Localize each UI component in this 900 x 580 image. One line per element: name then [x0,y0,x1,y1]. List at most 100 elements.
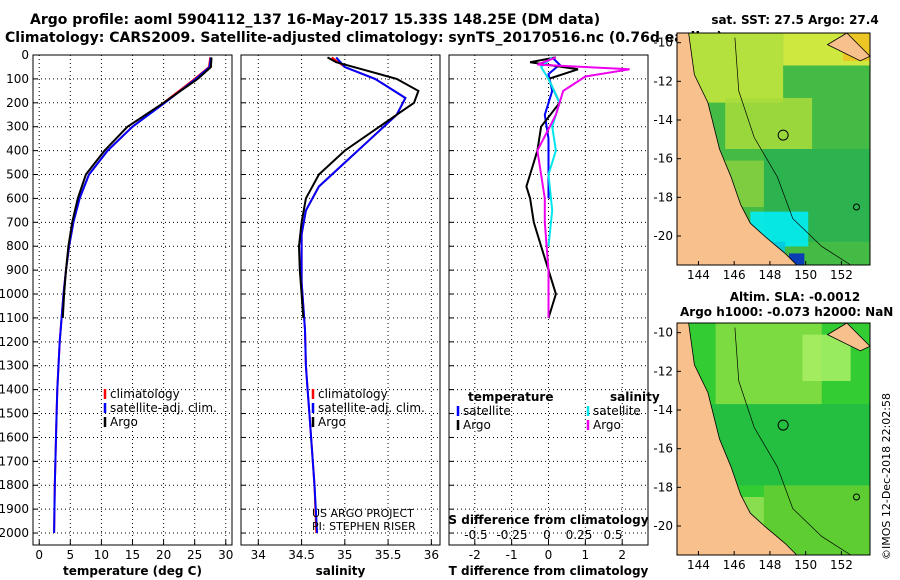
sla-map-title-line2: Argo h1000: -0.073 h2000: NaN [680,305,894,319]
ytick-label: 1300 [0,359,29,373]
ytick-label: 600 [6,191,29,205]
sst-lon-label: 150 [794,268,817,282]
xtick-label-difference: -2 [469,548,481,562]
series-temperature-argo [61,57,213,318]
legend-label-temperature: climatology [110,387,180,401]
ytick-label: 2000 [0,526,29,540]
ytick-label: 1600 [0,430,29,444]
legend-label-salinity: Argo [318,415,346,429]
xtick-top-label-difference: -0.25 [496,528,527,542]
xtick-label-salinity: 35.5 [375,548,402,562]
ytick-label: 1200 [0,335,29,349]
sla-lat-label: -20 [653,519,673,533]
series-salinity-satellite-adj-clim- [300,56,407,534]
sla-lon-label: 150 [794,558,817,572]
xtick-label-salinity: 36 [424,548,439,562]
xtick-label-temperature: 5 [66,548,74,562]
xtick-label-temperature: 10 [94,548,109,562]
xtick-top-label-difference: 0.25 [566,528,593,542]
sst-lon-label: 152 [830,268,853,282]
xtick-label-difference: 0 [545,548,553,562]
xtick-top-label-difference: 0 [543,528,551,542]
imos-timestamp: ©IMOS 12-Dec-2018 22:02:58 [880,393,893,560]
series-difference-salinity-satellite [539,56,561,247]
sst-map-title: sat. SST: 27.5 Argo: 27.4 [711,13,879,27]
ytick-label: 1100 [0,311,29,325]
sst-argo-position-marker [777,129,789,141]
xtick-label-difference: 2 [618,548,626,562]
xtick-label-salinity: 34.5 [288,548,315,562]
sst-lat-label: -10 [653,36,673,50]
ytick-label: 400 [6,144,29,158]
legend-label-salinity: climatology [318,387,388,401]
ytick-label: 100 [6,72,29,86]
sla-map [676,322,871,556]
sst-secondary-marker [852,203,860,211]
panel-frame-salinity [240,54,441,546]
sla-map-title-line1: Altim. SLA: -0.0012 [729,290,861,304]
xtick-label-temperature: 30 [218,548,233,562]
series-difference-temperature-argo [525,56,579,319]
ytick-label: 0 [21,48,29,62]
legend-label-difference: satellite [463,404,511,418]
xtick-label-temperature: 25 [187,548,202,562]
ytick-label: 1700 [0,454,29,468]
xtick-label-salinity: 35 [337,548,352,562]
legend-label-difference: satellite [593,404,641,418]
sst-lat-label: -16 [653,152,673,166]
xtick-label-temperature: 0 [35,548,43,562]
ytick-label: 200 [6,96,29,110]
sst-lon-label: 148 [758,268,781,282]
sst-lat-label: -20 [653,229,673,243]
annotation-pi: PI: STEPHEN RISER [312,520,416,533]
ytick-label: 700 [6,215,29,229]
sla-lon-label: 148 [758,558,781,572]
legend-title-temperature: temperature [468,390,553,404]
sla-lat-label: -18 [653,480,673,494]
legend-label-difference: Argo [463,418,491,432]
xtick-top-label-difference: 0.5 [603,528,622,542]
sst-map-frame [676,32,871,266]
sla-secondary-marker [852,493,860,501]
sla-lon-label: 144 [687,558,710,572]
figure-title-line1: Argo profile: aoml 5904112_137 16-May-20… [30,12,601,28]
sst-lon-label: 146 [723,268,746,282]
sst-field-patch [725,97,813,149]
sla-lat-label: -12 [653,364,673,378]
series-difference-salinity-argo [536,56,630,318]
ytick-label: 300 [6,120,29,134]
xtick-label-difference: 1 [582,548,590,562]
ytick-label: 1500 [0,407,29,421]
legend-label-temperature: Argo [110,415,138,429]
sst-lat-label: -12 [653,74,673,88]
series-salinity-argo [297,56,420,318]
annotation-project: US ARGO PROJECT [312,507,414,520]
ytick-label: 1900 [0,502,29,516]
xlabel-temperature: temperature (deg C) [63,564,202,578]
xtick-label-salinity: 34 [251,548,266,562]
legend-label-temperature: satellite-adj. clim. [110,401,217,415]
legend-label-salinity: satellite-adj. clim. [318,401,425,415]
ytick-label: 800 [6,239,29,253]
figure-title-line2: Climatology: CARS2009. Satellite-adjuste… [5,30,723,46]
ytick-label: 1400 [0,383,29,397]
sst-bathy-contour [734,37,851,266]
sla-lon-label: 146 [723,558,746,572]
sst-lon-label: 144 [687,268,710,282]
sla-lat-label: -16 [653,442,673,456]
xtick-label-temperature: 20 [156,548,171,562]
ytick-label: 1800 [0,478,29,492]
legend-label-difference: Argo [593,418,621,432]
xlabel-top-difference: S difference from climatology [448,513,648,527]
xtick-label-temperature: 15 [125,548,140,562]
sst-map [676,32,871,266]
legend-title-salinity: salinity [610,390,660,404]
xtick-label-difference: -1 [506,548,518,562]
xtick-top-label-difference: -0.5 [464,528,487,542]
ytick-label: 500 [6,168,29,182]
ytick-label: 1000 [0,287,29,301]
xlabel-salinity: salinity [316,564,366,578]
sla-argo-position-marker [777,419,789,431]
ytick-label: 900 [6,263,29,277]
